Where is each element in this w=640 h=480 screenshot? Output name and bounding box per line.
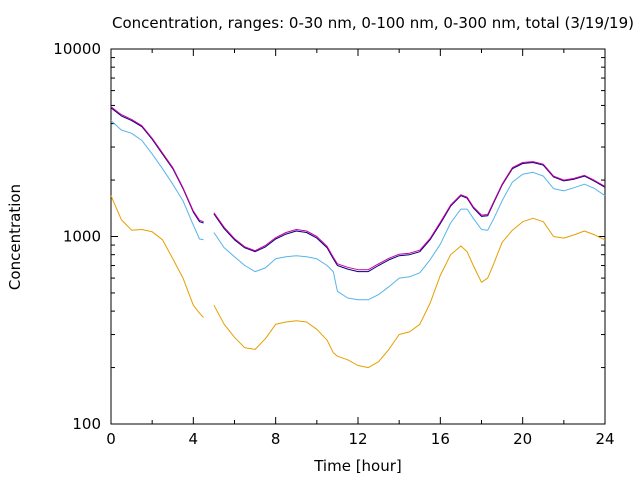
y-tick-label: 1000 [63, 228, 101, 246]
minor-ticks [111, 49, 605, 424]
x-tick-label: 24 [595, 430, 614, 448]
y-tick-label: 100 [72, 415, 101, 433]
y-axis-label: Concentration [6, 184, 24, 290]
series-layer [111, 107, 605, 368]
series-line-2 [111, 121, 605, 300]
series-line-4 [111, 107, 605, 270]
y-tick-labels: 100 1000 10000 [53, 40, 101, 433]
x-tick-label: 16 [431, 430, 450, 448]
x-tick-label: 4 [189, 430, 199, 448]
line-chart: 0 4 8 12 16 20 24 100 1000 10000 Time [hour] Con… [0, 0, 640, 480]
y-tick-label: 10000 [53, 40, 101, 58]
x-tick-label: 0 [106, 430, 116, 448]
x-tick-label: 12 [348, 430, 367, 448]
x-tick-labels: 0 4 8 12 16 20 24 [106, 430, 614, 448]
x-tick-label: 20 [513, 430, 532, 448]
x-tick-label: 8 [271, 430, 281, 448]
series-line-1 [111, 196, 605, 368]
plot-frame [111, 49, 605, 424]
series-line-3 [111, 108, 605, 272]
x-axis-label: Time [hour] [313, 457, 402, 475]
